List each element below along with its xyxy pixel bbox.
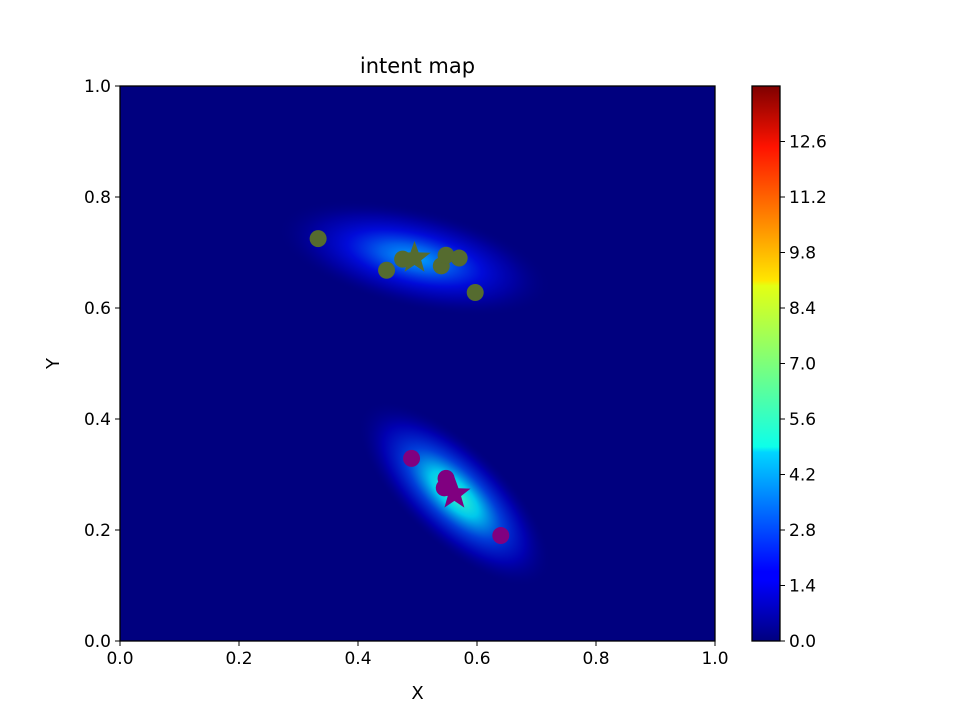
y-tick-label: 1.0 <box>84 77 111 97</box>
data-point <box>309 230 327 248</box>
y-tick-label: 0.0 <box>84 632 111 652</box>
x-tick-label: 0.4 <box>344 649 371 669</box>
x-tick-label: 0.2 <box>225 649 252 669</box>
y-tick-label: 0.4 <box>84 410 111 430</box>
centroid-star <box>438 476 471 508</box>
colorbar <box>751 85 781 642</box>
x-tick-label: 0.8 <box>582 649 609 669</box>
heatmap-background <box>120 86 715 641</box>
colorbar-tick-label: 9.8 <box>789 244 816 264</box>
data-point <box>466 283 484 301</box>
y-axis-label: Y <box>43 357 64 370</box>
colorbar-tick-label: 8.4 <box>789 299 816 319</box>
centroid-star <box>398 241 431 272</box>
data-point <box>492 527 510 545</box>
data-point <box>378 261 396 279</box>
x-axis-label: X <box>411 683 423 704</box>
colorbar-tick-label: 12.6 <box>789 133 827 153</box>
colorbar-tick-label: 2.8 <box>789 521 816 541</box>
x-tick-label: 1.0 <box>701 649 728 669</box>
data-point <box>450 249 468 267</box>
colorbar-tick-label: 1.4 <box>789 577 816 597</box>
chart-title: intent map <box>360 54 475 78</box>
data-point <box>403 449 421 467</box>
y-tick-label: 0.2 <box>84 521 111 541</box>
colorbar-tick-label: 7.0 <box>789 355 816 375</box>
x-tick-label: 0.0 <box>106 649 133 669</box>
y-tick-label: 0.8 <box>84 188 111 208</box>
x-tick-label: 0.6 <box>463 649 490 669</box>
colorbar-tick-label: 11.2 <box>789 188 827 208</box>
data-point <box>437 246 455 264</box>
y-tick-label: 0.6 <box>84 299 111 319</box>
colorbar-tick-label: 0.0 <box>789 632 816 652</box>
plot-frame <box>119 85 716 642</box>
colorbar-tick-label: 5.6 <box>789 410 816 430</box>
colorbar-tick-label: 4.2 <box>789 466 816 486</box>
